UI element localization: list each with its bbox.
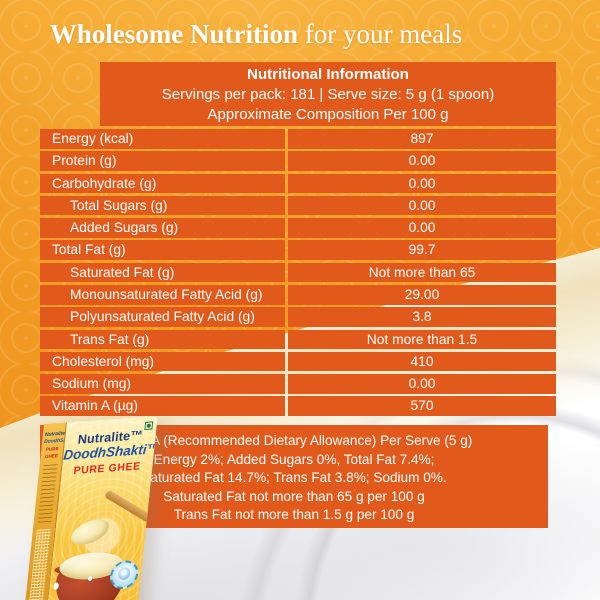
- nutrient-label: Energy (kcal): [40, 129, 285, 149]
- nutrient-label: Protein (g): [40, 151, 285, 171]
- nutrient-value: 410: [288, 351, 556, 372]
- nutrient-label: Vitamin A (µg): [40, 396, 285, 416]
- rda-line-3: Saturated Fat 14.7%; Trans Fat 3.8%; Sod…: [141, 470, 447, 486]
- side-fineprint-text: [37, 464, 58, 524]
- nutrient-value: 570: [288, 396, 556, 416]
- nutrient-label: Cholesterol (mg): [40, 351, 285, 372]
- side-wheat-pattern: [29, 528, 51, 600]
- nutrient-label: Trans Fat (g): [40, 329, 285, 350]
- rda-line-5: Trans Fat not more than 1.5 g per 100 g: [173, 507, 415, 523]
- nutrient-value: 99.7: [288, 240, 556, 260]
- ghee-dollop: [69, 514, 112, 550]
- nutrient-value: 0.00: [288, 218, 556, 238]
- rda-line-1: % RDA (Recommended Dietary Allowance) Pe…: [115, 433, 473, 448]
- nutrient-label: Sodium (mg): [40, 374, 285, 394]
- spoon-icon: [103, 489, 154, 524]
- nutrient-label: Saturated Fat (g): [40, 262, 285, 283]
- nutrition-table: Energy (kcal) 897 Protein (g) 0.00 Carbo…: [40, 129, 556, 416]
- rda-line-4: Saturated Fat not more than 65 g per 100…: [163, 488, 425, 504]
- nutrition-info-header: Nutritional Information Servings per pac…: [100, 62, 556, 126]
- nutrient-value: 3.8: [288, 307, 556, 327]
- nutrient-value: 0.00: [288, 195, 556, 216]
- title-emphasis: Wholesome Nutrition: [49, 19, 299, 49]
- nutrient-label: Polyunsaturated Fatty Acid (g): [40, 307, 285, 327]
- nutrient-label: Added Sugars (g): [40, 218, 285, 238]
- nutrient-value: 0.00: [288, 173, 556, 194]
- nutrient-label: Total Sugars (g): [40, 195, 285, 216]
- rda-line-2: Energy 2%; Added Sugars 0%, Total Fat 7.…: [153, 451, 435, 467]
- header-servings: Servings per pack: 181 | Serve size: 5 g…: [161, 86, 495, 103]
- nutrient-value: 29.00: [288, 284, 556, 305]
- title-rest: for your meals: [298, 19, 463, 49]
- nutrient-value: 0.00: [288, 374, 556, 394]
- nutrient-value: Not more than 65: [288, 262, 556, 283]
- header-title: Nutritional Information: [247, 66, 409, 83]
- veg-mark-icon: [144, 421, 154, 431]
- page-title: Wholesome Nutrition for your meals: [0, 18, 556, 50]
- nutrient-value: 0.00: [288, 151, 556, 171]
- nutrient-label: Carbohydrate (g): [40, 173, 285, 194]
- nutrient-value: 897: [288, 129, 556, 149]
- ghee-bowl-illustration: [45, 489, 154, 600]
- nutrient-label: Monounsaturated Fatty Acid (g): [40, 284, 285, 305]
- nutrient-label: Total Fat (g): [40, 240, 285, 260]
- header-composition: Approximate Composition Per 100 g: [207, 106, 449, 123]
- side-variant-label: PURE GHEE: [44, 446, 59, 460]
- nutrient-value: Not more than 1.5: [288, 329, 556, 350]
- product-package: Nutralite DoodhShakti PURE GHEE Nutralit…: [22, 416, 158, 600]
